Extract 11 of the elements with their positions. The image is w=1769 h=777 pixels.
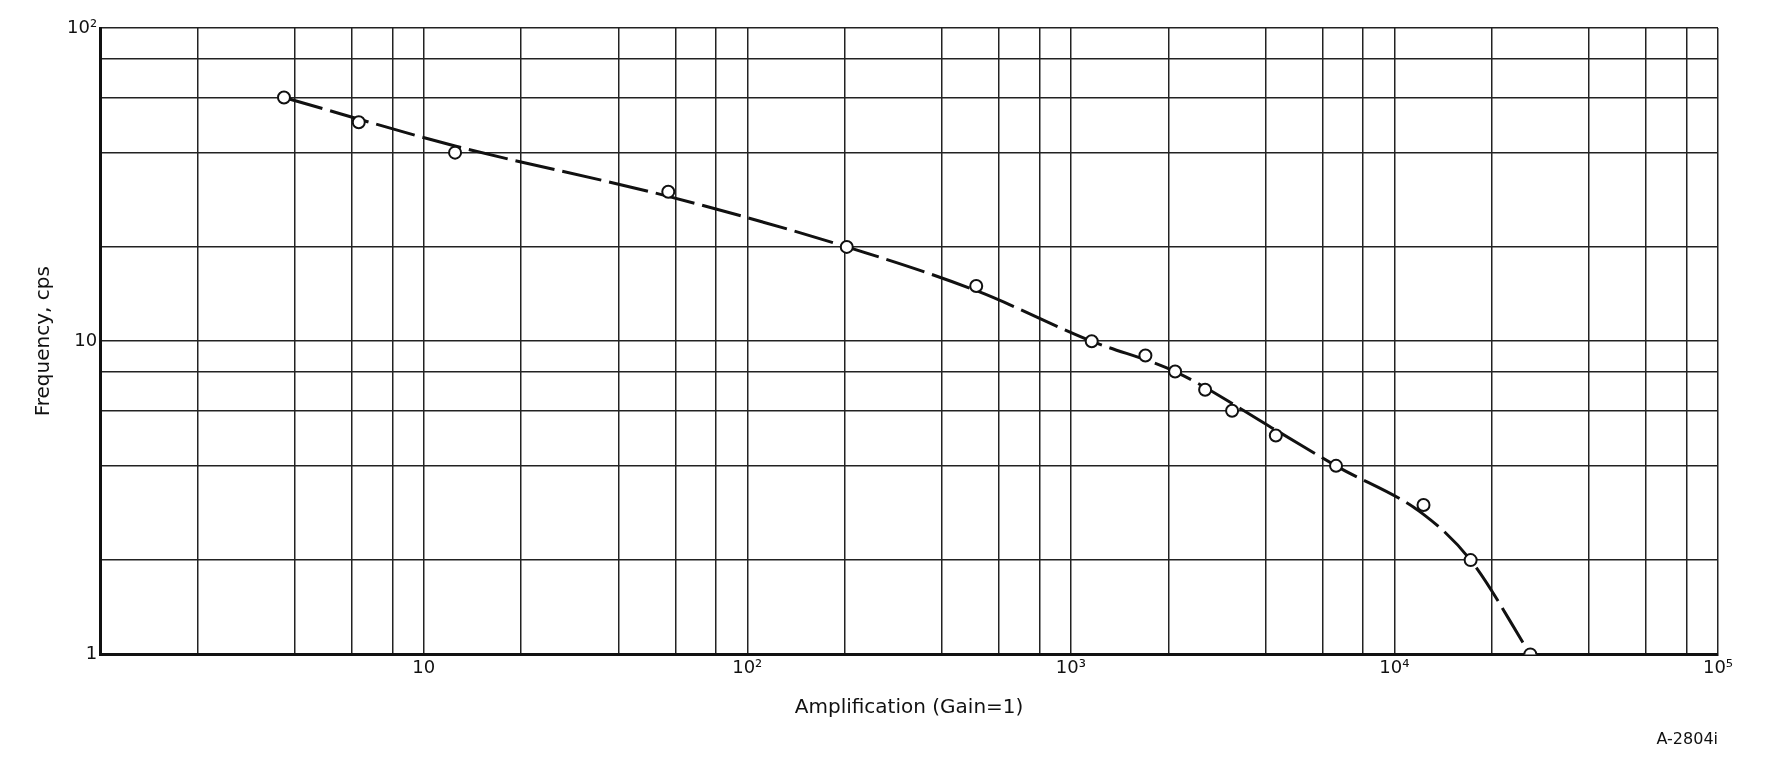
x-tick-label: 10 xyxy=(412,655,436,677)
x-tick-label: 10² xyxy=(732,655,763,677)
x-tick-label: 10⁵ xyxy=(1702,655,1734,677)
y-tick-label: 1 xyxy=(85,642,98,664)
y-axis-title: Frequency, cps xyxy=(30,266,55,417)
x-axis-title: Amplification (Gain=1) xyxy=(794,694,1024,719)
y-tick-label: 10 xyxy=(74,328,98,350)
text: A-2804i xyxy=(1656,729,1718,748)
y-tick-label: 10² xyxy=(67,15,98,37)
x-tick-label: 10³ xyxy=(1055,655,1086,677)
x-tick-label: 10⁴ xyxy=(1379,655,1410,677)
